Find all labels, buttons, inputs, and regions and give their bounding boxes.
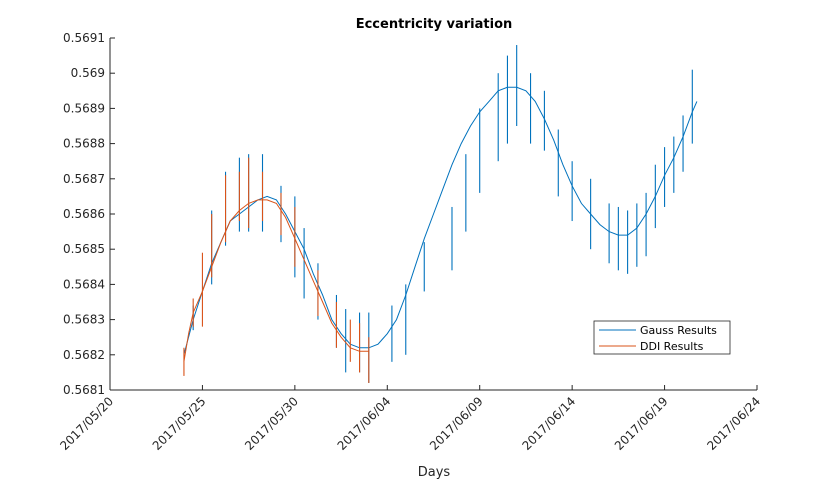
legend-box [593,320,731,355]
y-tick-label: 0.5689 [63,101,105,115]
x-tick-label: 2017/05/20 [57,394,116,453]
legend-label-ddi: DDI Results [640,340,704,353]
chart-title: Eccentricity variation [356,17,513,32]
x-tick-label: 2017/06/04 [335,394,394,453]
y-tick-label: 0.5687 [63,172,105,186]
y-tick-label: 0.5688 [63,137,105,151]
y-tick-label: 0.5681 [63,383,105,397]
y-tick-label: 0.5682 [63,348,105,362]
x-axis-ticks: 2017/05/20 2017/05/25 2017/05/30 2017/06/04… [57,385,763,453]
x-axis-label: Days [418,465,451,480]
x-tick-label: 2017/06/24 [704,394,763,453]
y-tick-label: 0.5685 [63,242,105,256]
y-tick-label: 0.5683 [63,313,105,327]
x-tick-label: 2017/05/30 [242,394,301,453]
x-tick-label: 2017/06/19 [612,394,671,453]
y-tick-label: 0.5691 [63,31,105,45]
y-axis-ticks: 0.5681 0.5682 0.5683 0.5684 0.5685 0.5686 0.56… [63,31,115,397]
legend: Gauss Results DDI Results [593,320,731,355]
y-tick-label: 0.5686 [63,207,105,221]
y-tick-label: 0.569 [71,66,105,80]
x-tick-label: 2017/06/09 [427,394,486,453]
series-line-gauss [183,86,698,355]
plot-area [183,45,698,383]
x-tick-label: 2017/06/14 [519,394,578,453]
x-tick-label: 2017/05/25 [150,394,209,453]
y-tick-label: 0.5684 [63,277,105,291]
legend-label-gauss: Gauss Results [640,324,717,337]
